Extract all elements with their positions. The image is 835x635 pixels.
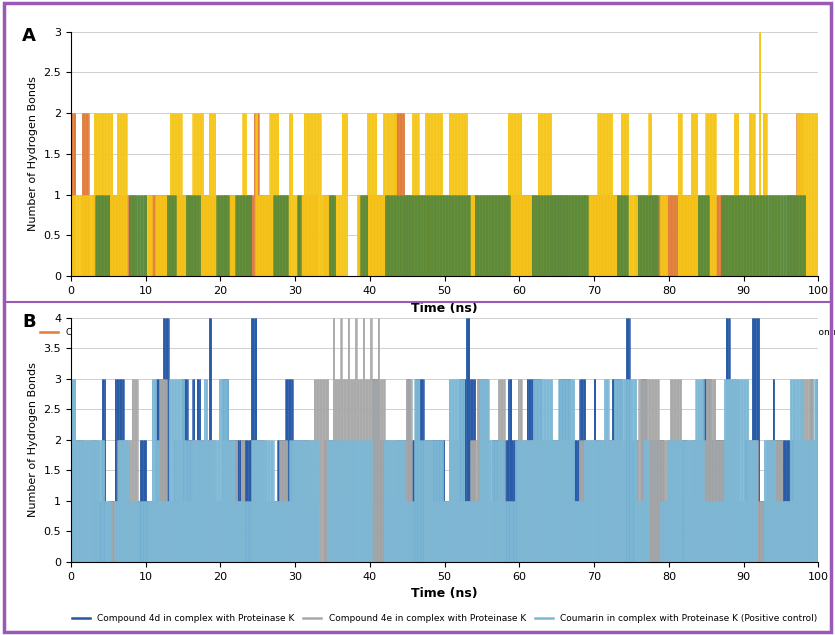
X-axis label: Time (ns): Time (ns) — [412, 587, 478, 600]
Text: B: B — [23, 312, 36, 331]
X-axis label: Time (ns): Time (ns) — [412, 302, 478, 314]
Y-axis label: Number of Hydrogen Bonds: Number of Hydrogen Bonds — [28, 77, 38, 231]
Text: A: A — [23, 27, 36, 45]
Y-axis label: Number of Hydrogen Bonds: Number of Hydrogen Bonds — [28, 363, 38, 517]
Legend: Compound 4d in complex with Proteinase K, Compound 4e in complex with Proteinase: Compound 4d in complex with Proteinase K… — [68, 610, 821, 627]
Legend: Compound 4a in complex with Phospholipase A2, Compound 4b in complex with Phosph: Compound 4a in complex with Phospholipas… — [37, 324, 835, 341]
